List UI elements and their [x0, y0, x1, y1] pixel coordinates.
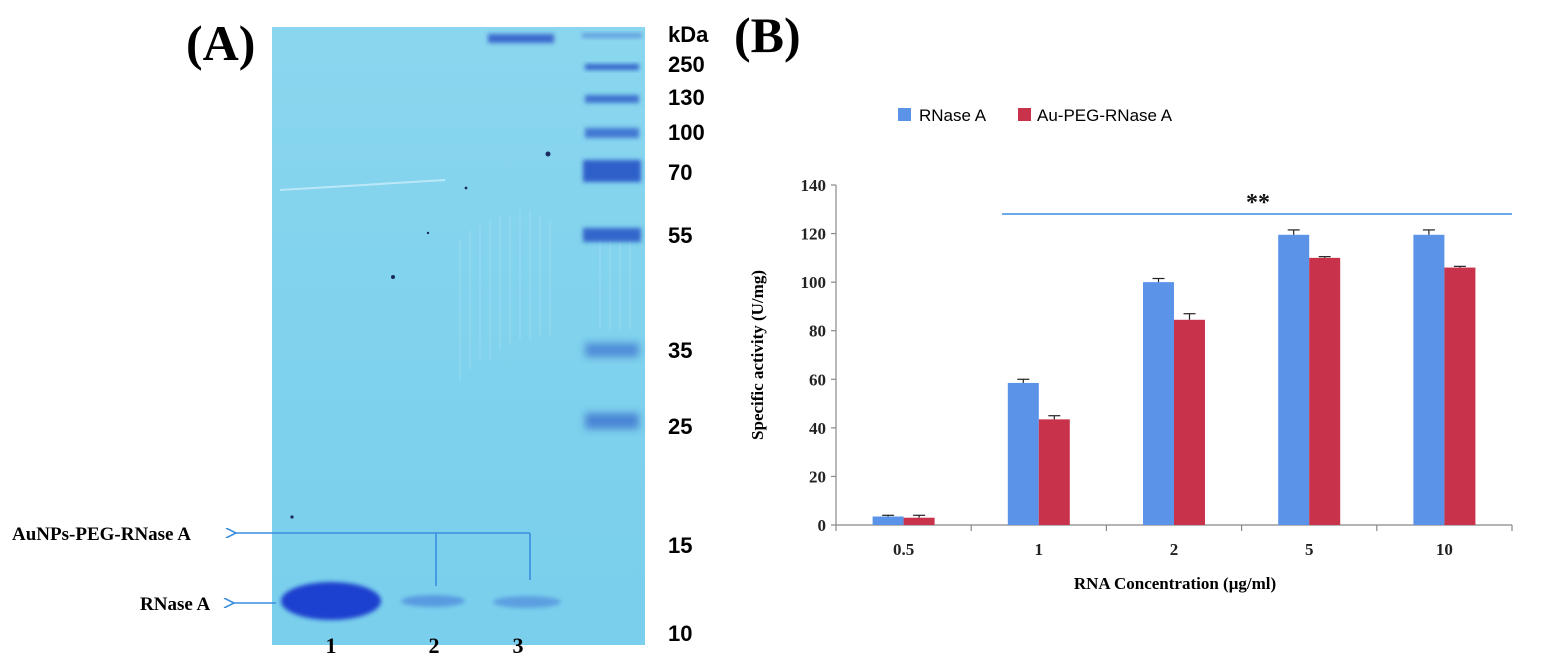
bar-au-peg-rnase-a-0.5: [903, 517, 935, 525]
band-lane2: [401, 595, 465, 607]
lane-labels: 1 2 3: [326, 633, 524, 658]
marker-label-130: 130: [668, 85, 705, 110]
gel-image: [272, 27, 645, 645]
significance-marker: **: [1246, 190, 1270, 216]
band-lane3: [493, 596, 561, 608]
ladder-band: [583, 160, 641, 182]
y-tick-label: 60: [809, 370, 826, 389]
ladder-band: [585, 64, 639, 70]
marker-label-70: 70: [668, 160, 692, 185]
marker-label-10: 10: [668, 621, 692, 646]
lane-label-3: 3: [513, 633, 524, 658]
y-axis-title: Specific activity (U/mg): [748, 270, 767, 440]
bar-rnase-a-10: [1413, 234, 1445, 526]
y-tick-label: 80: [809, 322, 826, 341]
panel-a: (A): [12, 15, 709, 658]
conjugate-annotation: AuNPs-PEG-RNase A: [12, 524, 191, 545]
x-tick-label: 1: [1035, 540, 1044, 559]
x-tick-label: 2: [1170, 540, 1179, 559]
y-tick-label: 140: [801, 176, 827, 195]
bar-rnase-a-0.5: [872, 516, 904, 525]
bar-au-peg-rnase-a-5: [1309, 257, 1341, 525]
legend-label-au-peg-rnase-a: Au-PEG-RNase A: [1037, 106, 1173, 125]
bar-rnase-a-5: [1278, 234, 1310, 526]
bar-au-peg-rnase-a-2: [1174, 319, 1205, 525]
marker-label-25: 25: [668, 414, 692, 439]
ladder-band: [585, 95, 639, 103]
marker-label-15: 15: [668, 533, 692, 558]
gel-specks: [290, 151, 551, 519]
y-tick-label: 120: [801, 225, 827, 244]
bar-rnase-a-1: [1007, 382, 1039, 525]
bar-au-peg-rnase-a-10: [1444, 267, 1476, 525]
legend: RNase A Au-PEG-RNase A: [898, 106, 1173, 125]
y-tick-label: 100: [801, 273, 827, 292]
marker-label-55: 55: [668, 223, 692, 248]
legend-label-rnase-a: RNase A: [919, 106, 987, 125]
lane-label-1: 1: [326, 633, 337, 658]
y-tick-label: 20: [809, 467, 826, 486]
gel-texture: [459, 210, 631, 380]
panel-b: (B) RNase A Au-PEG-RNase A 0 20 40 60 80 100 1…: [734, 7, 1513, 593]
bar-chart: 0 20 40 60 80 100 120 140 0.5 1 2 5 10 **: [801, 176, 1513, 559]
marker-label-250: 250: [668, 52, 705, 77]
ladder-band: [585, 128, 639, 138]
panel-a-label: (A): [186, 15, 255, 71]
panel-b-label: (B): [734, 7, 801, 63]
legend-swatch-rnase-a: [898, 108, 911, 121]
x-axis-title: RNA Concentration (μg/ml): [1074, 574, 1276, 593]
kda-unit-label: kDa: [668, 22, 709, 47]
well-band-lane3: [488, 34, 554, 43]
bar-au-peg-rnase-a-1: [1038, 419, 1070, 525]
x-tick-label: 10: [1436, 540, 1453, 559]
bar-rnase-a-2: [1143, 282, 1174, 525]
legend-swatch-au-peg-rnase-a: [1018, 108, 1031, 121]
ladder: [583, 64, 641, 429]
free-rnase-annotation: RNase A: [140, 594, 210, 615]
x-tick-label: 5: [1305, 540, 1314, 559]
ladder-band: [585, 413, 639, 429]
y-tick-label: 40: [809, 419, 826, 438]
ladder-band: [585, 343, 639, 357]
annotation-arrows: [234, 533, 531, 603]
x-tick-label: 0.5: [893, 540, 914, 559]
marker-label-35: 35: [668, 338, 692, 363]
marker-labels: 250 130 100 70 55 35 25 15 10: [668, 52, 705, 646]
band-rnase-a-lane1: [281, 582, 381, 620]
lane-label-2: 2: [429, 633, 440, 658]
ladder-band: [583, 228, 641, 242]
gel-streak: [279, 179, 446, 191]
well-band-ladder: [582, 33, 642, 38]
y-tick-label: 0: [818, 516, 827, 535]
marker-label-100: 100: [668, 120, 705, 145]
